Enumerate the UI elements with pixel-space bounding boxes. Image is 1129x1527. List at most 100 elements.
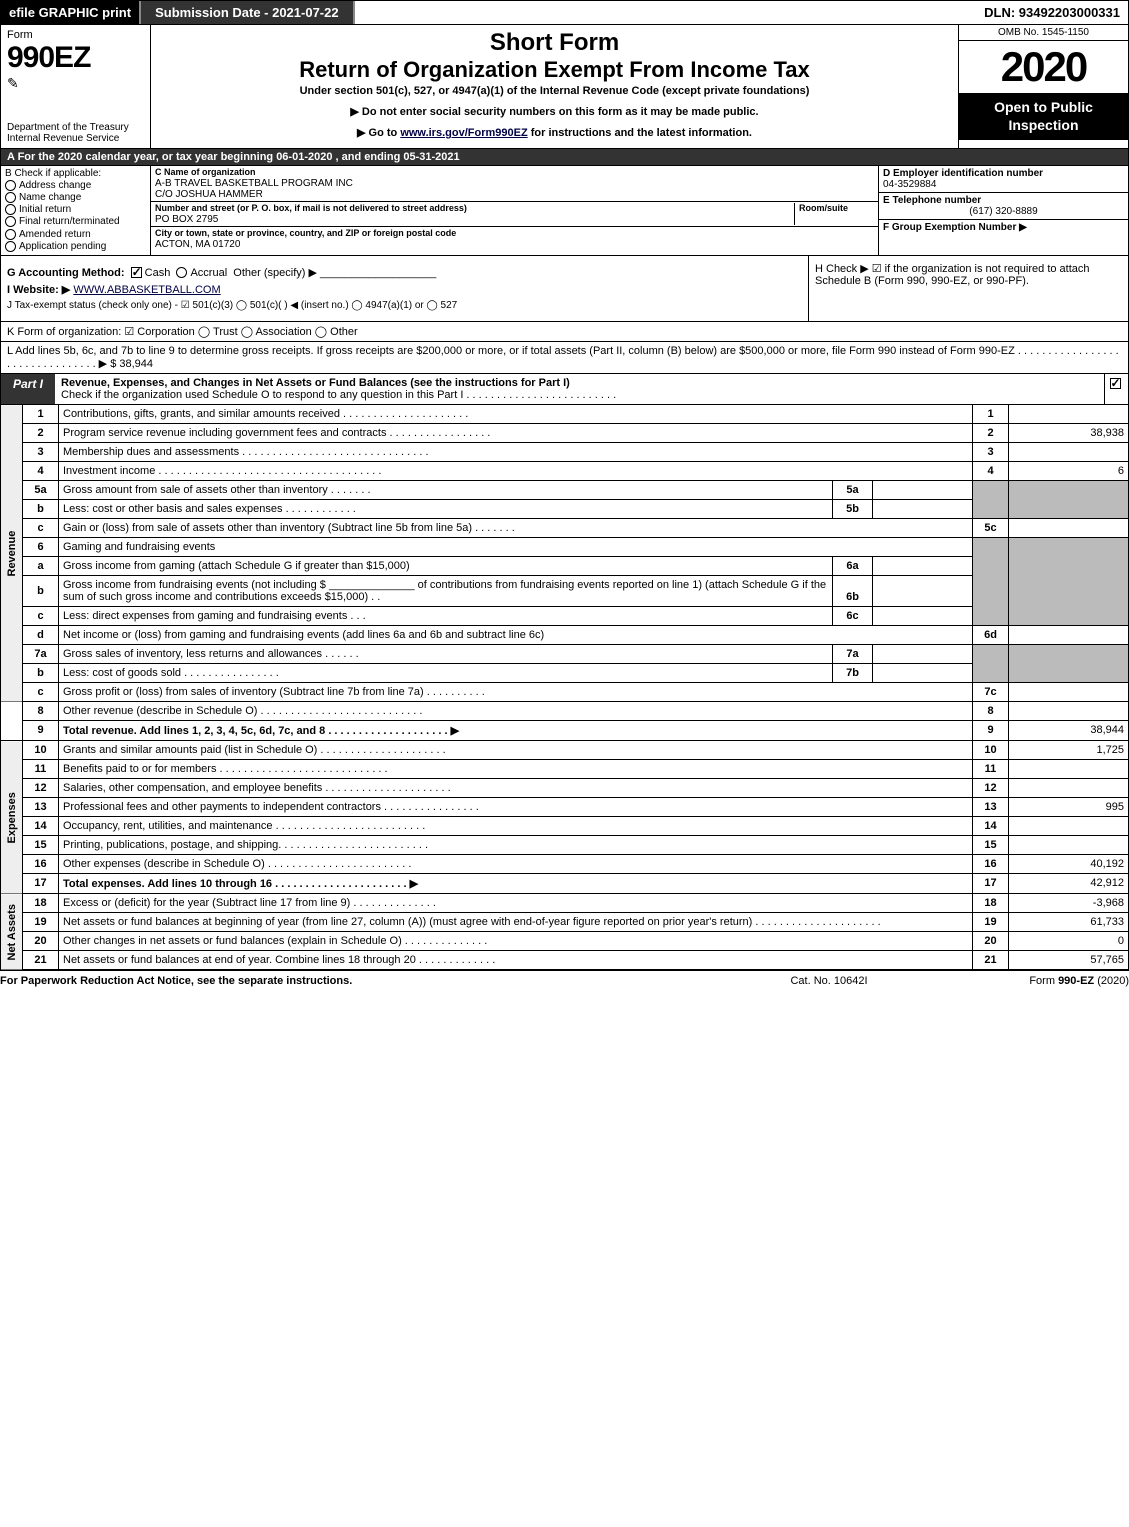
amount-line-8 xyxy=(1009,701,1129,720)
amount-line-16: 40,192 xyxy=(1009,854,1129,873)
lines-ghij: G Accounting Method: Cash Accrual Other … xyxy=(0,256,1129,322)
org-city: ACTON, MA 01720 xyxy=(155,239,240,250)
line-i: I Website: ▶ WWW.ABBASKETBALL.COM xyxy=(7,283,802,296)
submission-date: Submission Date - 2021-07-22 xyxy=(139,1,355,24)
table-row: cLess: direct expenses from gaming and f… xyxy=(1,606,1129,625)
table-row: 2 Program service revenue including gove… xyxy=(1,423,1129,442)
revenue-side-label: Revenue xyxy=(1,405,23,702)
line-h: H Check ▶ ☑ if the organization is not r… xyxy=(815,262,1122,287)
amount-line-2: 38,938 xyxy=(1009,423,1129,442)
checkbox-initial-return[interactable]: Initial return xyxy=(5,204,146,215)
table-row: 14Occupancy, rent, utilities, and mainte… xyxy=(1,816,1129,835)
revenue-table: Revenue 1 Contributions, gifts, grants, … xyxy=(0,405,1129,741)
radio-accrual[interactable] xyxy=(176,267,187,278)
form-subtitle: Under section 501(c), 527, or 4947(a)(1)… xyxy=(157,85,952,97)
amount-line-11 xyxy=(1009,759,1129,778)
irs-url-link[interactable]: www.irs.gov/Form990EZ xyxy=(400,127,527,139)
table-row: dNet income or (loss) from gaming and fu… xyxy=(1,625,1129,644)
paperwork-notice: For Paperwork Reduction Act Notice, see … xyxy=(0,975,729,987)
line-k: K Form of organization: ☑ Corporation ◯ … xyxy=(0,322,1129,342)
table-row: Net Assets 18Excess or (deficit) for the… xyxy=(1,894,1129,913)
amount-line-5c xyxy=(1009,518,1129,537)
checkbox-application-pending[interactable]: Application pending xyxy=(5,241,146,252)
part-i-title: Revenue, Expenses, and Changes in Net As… xyxy=(61,377,570,389)
efile-print-label[interactable]: efile GRAPHIC print xyxy=(1,1,139,24)
omb-number: OMB No. 1545-1150 xyxy=(959,25,1128,41)
part-i-schedule-o-checkbox[interactable] xyxy=(1104,374,1128,404)
amount-line-6d xyxy=(1009,625,1129,644)
expenses-side-label: Expenses xyxy=(1,741,23,894)
part-i-tab: Part I xyxy=(1,374,55,404)
form-number: 990EZ xyxy=(7,41,144,75)
group-exemption-label: F Group Exemption Number ▶ xyxy=(883,222,1027,233)
org-co: C/O JOSHUA HAMMER xyxy=(155,189,263,200)
netassets-side-label: Net Assets xyxy=(1,894,23,970)
short-form-title: Short Form xyxy=(157,29,952,57)
net-assets-table: Net Assets 18Excess or (deficit) for the… xyxy=(0,894,1129,970)
checkbox-address-change[interactable]: Address change xyxy=(5,180,146,191)
amount-line-18: -3,968 xyxy=(1009,894,1129,913)
org-info-block: B Check if applicable: Address change Na… xyxy=(0,166,1129,256)
irs-label: Internal Revenue Service xyxy=(7,133,144,144)
ssn-warning: ▶ Do not enter social security numbers o… xyxy=(157,105,952,118)
amount-line-7c xyxy=(1009,682,1129,701)
ein-label: D Employer identification number xyxy=(883,168,1043,179)
part-i-header: Part I Revenue, Expenses, and Changes in… xyxy=(0,374,1129,405)
amount-line-15 xyxy=(1009,835,1129,854)
table-row: 6Gaming and fundraising events xyxy=(1,537,1129,556)
amount-line-20: 0 xyxy=(1009,931,1129,950)
table-row: 21Net assets or fund balances at end of … xyxy=(1,950,1129,969)
phone-value: (617) 320-8889 xyxy=(883,206,1124,217)
room-label: Room/suite xyxy=(799,203,848,213)
table-row: bLess: cost of goods sold . . . . . . . … xyxy=(1,663,1129,682)
goto-link[interactable]: ▶ Go to www.irs.gov/Form990EZ for instru… xyxy=(157,126,952,139)
table-row: 17Total expenses. Add lines 10 through 1… xyxy=(1,873,1129,893)
tax-year-line: A For the 2020 calendar year, or tax yea… xyxy=(0,149,1129,166)
table-row: 3Membership dues and assessments . . . .… xyxy=(1,442,1129,461)
cat-number: Cat. No. 10642I xyxy=(729,975,929,987)
table-row: aGross income from gaming (attach Schedu… xyxy=(1,556,1129,575)
city-label: City or town, state or province, country… xyxy=(155,228,456,238)
phone-label: E Telephone number xyxy=(883,195,981,206)
amount-line-3 xyxy=(1009,442,1129,461)
checkbox-name-change[interactable]: Name change xyxy=(5,192,146,203)
table-row: 16Other expenses (describe in Schedule O… xyxy=(1,854,1129,873)
amount-line-19: 61,733 xyxy=(1009,912,1129,931)
box-b: B Check if applicable: Address change Na… xyxy=(1,166,151,255)
amount-line-10: 1,725 xyxy=(1009,741,1129,760)
top-bar: efile GRAPHIC print Submission Date - 20… xyxy=(0,0,1129,25)
part-i-check: Check if the organization used Schedule … xyxy=(61,389,616,401)
table-row: 9Total revenue. Add lines 1, 2, 3, 4, 5c… xyxy=(1,720,1129,740)
website-link[interactable]: WWW.ABBASKETBALL.COM xyxy=(73,284,220,296)
table-row: Revenue 1 Contributions, gifts, grants, … xyxy=(1,405,1129,424)
form-header: Form 990EZ ✎ Department of the Treasury … xyxy=(0,25,1129,149)
table-row: 12Salaries, other compensation, and empl… xyxy=(1,778,1129,797)
org-name: A-B TRAVEL BASKETBALL PROGRAM INC xyxy=(155,178,353,189)
table-row: 8Other revenue (describe in Schedule O) … xyxy=(1,701,1129,720)
checkbox-final-return[interactable]: Final return/terminated xyxy=(5,216,146,227)
form-title: Return of Organization Exempt From Incom… xyxy=(157,57,952,83)
amount-line-4: 6 xyxy=(1009,461,1129,480)
checkbox-cash[interactable] xyxy=(131,267,142,278)
addr-label: Number and street (or P. O. box, if mail… xyxy=(155,203,467,213)
amount-line-12 xyxy=(1009,778,1129,797)
page-footer: For Paperwork Reduction Act Notice, see … xyxy=(0,970,1129,987)
table-row: 20Other changes in net assets or fund ba… xyxy=(1,931,1129,950)
table-row: cGross profit or (loss) from sales of in… xyxy=(1,682,1129,701)
dln-number: DLN: 93492203000331 xyxy=(976,1,1128,24)
dept-treasury: Department of the Treasury xyxy=(7,122,144,133)
ein-value: 04-3529884 xyxy=(883,179,936,190)
checkbox-amended-return[interactable]: Amended return xyxy=(5,229,146,240)
org-name-label: C Name of organization xyxy=(155,167,256,177)
expenses-table: Expenses 10Grants and similar amounts pa… xyxy=(0,741,1129,894)
amount-line-17: 42,912 xyxy=(1009,873,1129,893)
amount-line-14 xyxy=(1009,816,1129,835)
form-word: Form xyxy=(7,29,144,41)
form-footer-label: Form 990-EZ (2020) xyxy=(929,975,1129,987)
tax-year: 2020 xyxy=(959,41,1128,93)
amount-line-1 xyxy=(1009,405,1129,424)
table-row: 13Professional fees and other payments t… xyxy=(1,797,1129,816)
table-row: cGain or (loss) from sale of assets othe… xyxy=(1,518,1129,537)
table-row: 11Benefits paid to or for members . . . … xyxy=(1,759,1129,778)
line-j: J Tax-exempt status (check only one) - ☑… xyxy=(7,300,802,311)
